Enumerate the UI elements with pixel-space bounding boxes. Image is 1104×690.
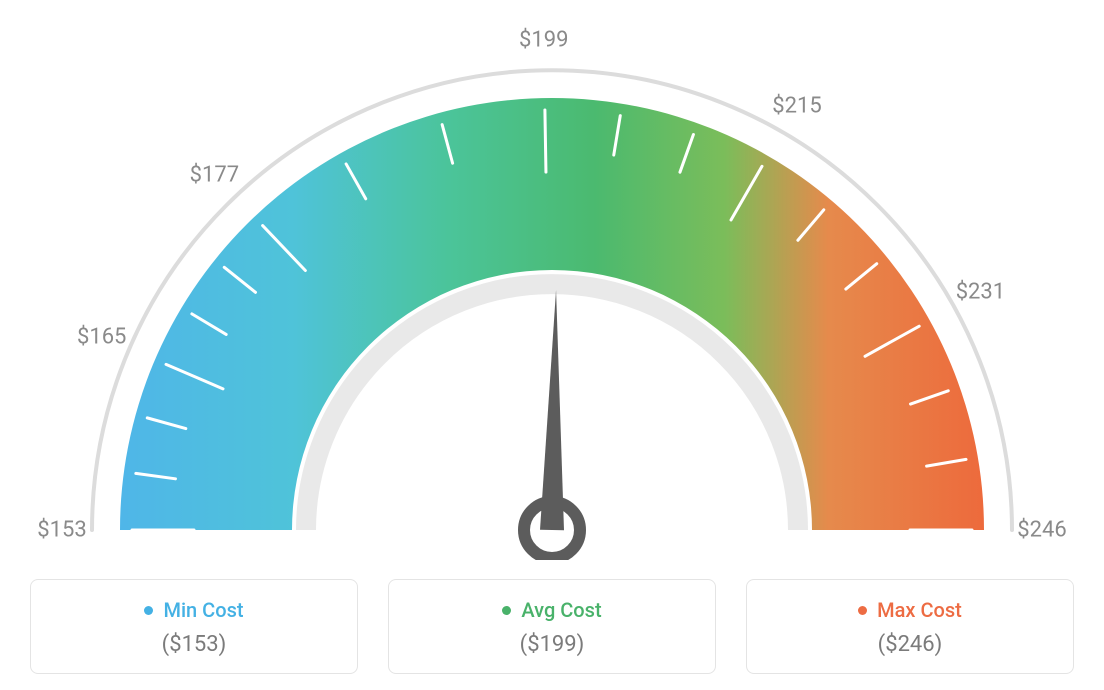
legend-card-avg: Avg Cost ($199) xyxy=(388,579,716,674)
gauge-tick-label: $199 xyxy=(519,28,568,53)
gauge-tick-label: $153 xyxy=(37,518,86,543)
gauge-tick-label: $231 xyxy=(956,280,1005,305)
gauge-tick-label: $165 xyxy=(77,324,126,349)
gauge-tick-label: $246 xyxy=(1017,518,1066,543)
legend-value-avg: ($199) xyxy=(399,632,705,657)
legend-card-max: Max Cost ($246) xyxy=(746,579,1074,674)
legend-title-max: Max Cost xyxy=(858,598,962,622)
legend-title-avg: Avg Cost xyxy=(502,598,601,622)
legend-value-max: ($246) xyxy=(757,632,1063,657)
gauge-svg xyxy=(0,0,1104,560)
legend-card-min: Min Cost ($153) xyxy=(30,579,358,674)
legend-row: Min Cost ($153) Avg Cost ($199) Max Cost… xyxy=(0,579,1104,674)
gauge-tick-label: $215 xyxy=(772,93,821,118)
gauge-chart: $153 $165 $177 $199 $215 $231 $246 xyxy=(0,0,1104,560)
gauge-tick-label: $177 xyxy=(190,162,239,187)
legend-value-min: ($153) xyxy=(41,632,347,657)
legend-title-min: Min Cost xyxy=(144,598,243,622)
